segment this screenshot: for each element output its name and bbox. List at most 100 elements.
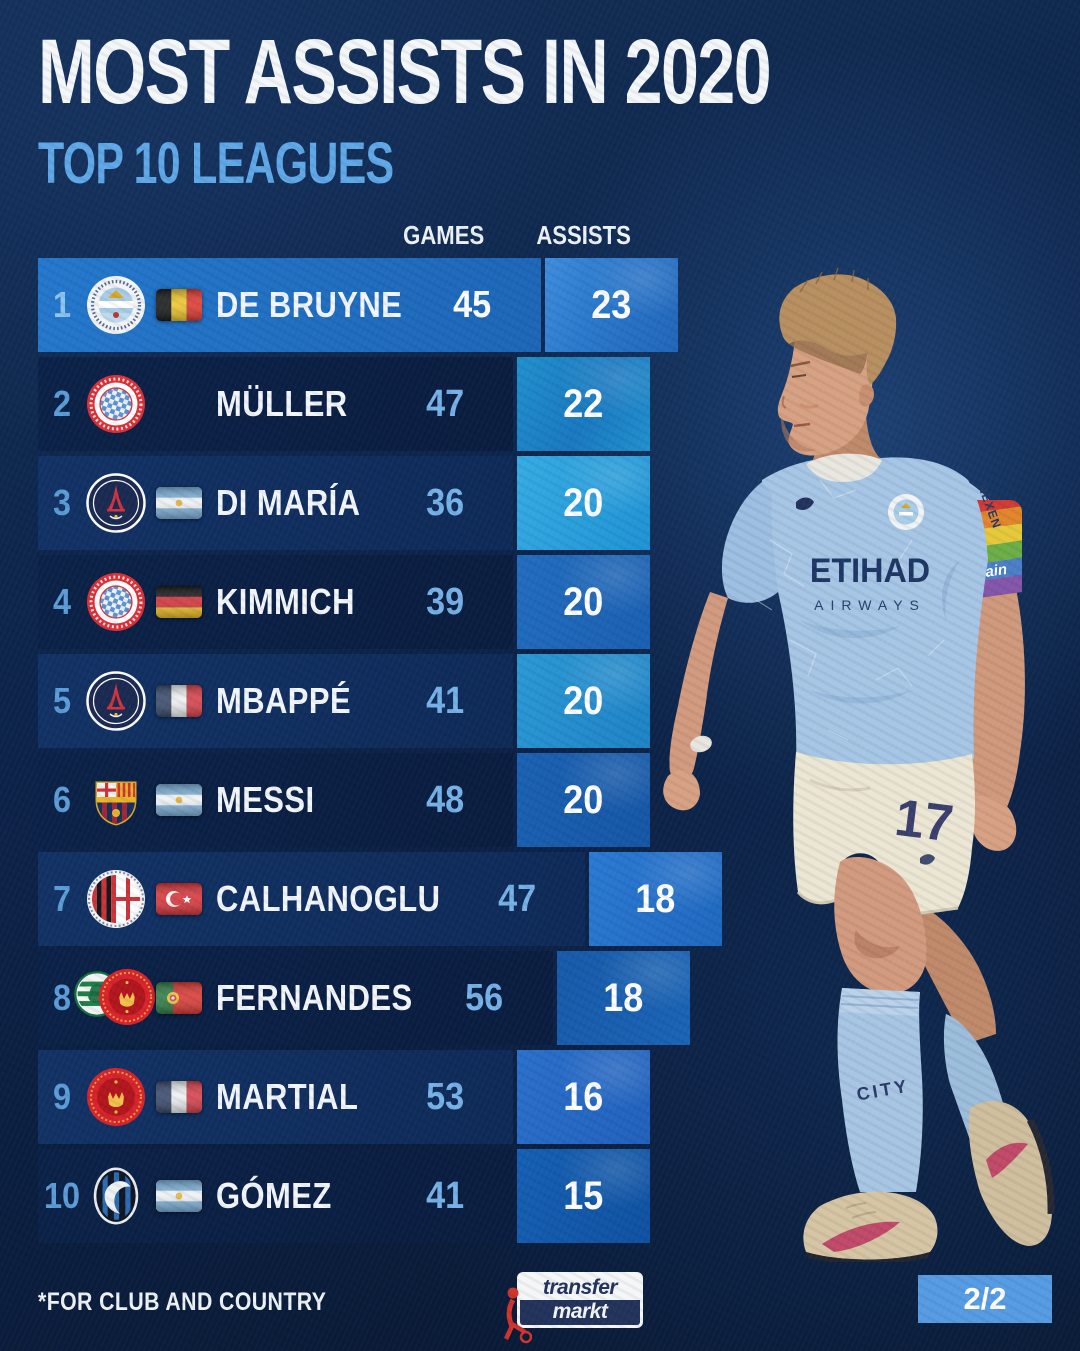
- rank-label: 10: [43, 1175, 81, 1216]
- column-header-assists: ASSISTS: [536, 220, 632, 250]
- shorts-number: 17: [892, 789, 956, 854]
- rank-label: 2: [52, 383, 72, 424]
- club-badge-psg-icon: [86, 654, 146, 748]
- logo-kicker-figure-icon: [503, 1287, 532, 1344]
- table-row: 5 MBAPPÉ 41 20: [38, 654, 650, 748]
- assists-cell: 18: [556, 951, 690, 1045]
- games-value: 56: [465, 976, 504, 1019]
- column-header-games: GAMES: [403, 220, 485, 250]
- player-name: DI MARÍA: [216, 482, 361, 523]
- flag-germany-icon: [156, 586, 202, 618]
- hair: [779, 274, 897, 385]
- assists-value: 15: [563, 1173, 604, 1218]
- ranking-table: 1 DE BRUYNE 45 23 2 MÜLLER 47 22 3: [38, 258, 722, 1248]
- club-badge-atalanta-icon: [86, 1149, 146, 1243]
- player-photo-de-bruyne: captain NEXEN: [620, 250, 1080, 1264]
- assists-cell: 18: [588, 852, 722, 946]
- player-name: CALHANOGLU: [216, 878, 441, 919]
- logo-bottom-text: markt: [520, 1300, 640, 1325]
- jersey-crackle-pattern: [755, 479, 945, 741]
- assists-value: 18: [602, 975, 644, 1020]
- jersey-sponsor-subtext: AIRWAYS: [814, 597, 926, 613]
- rank-label: 3: [52, 482, 72, 523]
- club-badge-ac-milan-icon: [86, 852, 146, 946]
- assists-value: 20: [563, 678, 604, 723]
- player-name: KIMMICH: [216, 581, 355, 622]
- back-boot: [968, 1101, 1052, 1246]
- table-row: 1 DE BRUYNE 45 23: [38, 258, 678, 352]
- club-badge-manchester-city-icon: [86, 258, 146, 352]
- games-value: 39: [425, 580, 465, 623]
- assists-value: 18: [635, 876, 676, 921]
- jersey-sponsor-text: ETIHAD: [810, 552, 930, 590]
- assists-value: 16: [563, 1074, 604, 1119]
- player-name: MARTIAL: [216, 1076, 359, 1117]
- rank-label: 8: [52, 977, 72, 1018]
- assists-value: 20: [563, 480, 604, 525]
- player-front-arm: [663, 592, 728, 811]
- games-value: 41: [425, 679, 465, 722]
- games-value: 47: [425, 382, 465, 425]
- front-sleeve: [721, 482, 778, 603]
- games-value: 47: [497, 877, 537, 920]
- rank-label: 4: [52, 581, 72, 622]
- page-indicator-badge: 2/2: [918, 1275, 1052, 1323]
- table-row: 10 GÓMEZ 41 15: [38, 1149, 650, 1243]
- footer-note: *FOR CLUB AND COUNTRY: [38, 1288, 327, 1316]
- collar: [806, 453, 882, 482]
- player-head: [777, 267, 897, 482]
- player-name: GÓMEZ: [216, 1175, 332, 1216]
- player-name: MÜLLER: [216, 383, 348, 424]
- transfermarkt-logo: transfer markt: [517, 1272, 643, 1328]
- player-name: FERNANDES: [216, 977, 413, 1018]
- flag-argentina-icon: [156, 487, 202, 519]
- flag-argentina-icon: [156, 784, 202, 816]
- club-badge-barcelona-icon: [86, 753, 146, 847]
- assists-cell: 23: [544, 258, 678, 352]
- player-name: MESSI: [216, 779, 315, 820]
- table-row: 9 MARTIAL 53 16: [38, 1050, 650, 1144]
- table-row: 7 CALHANOGLU 47 18: [38, 852, 722, 946]
- flag-france-icon: [156, 1081, 202, 1113]
- assists-cell: 22: [517, 357, 650, 451]
- rank-label: 1: [52, 284, 72, 325]
- eye: [791, 374, 807, 378]
- assists-cell: 16: [517, 1050, 650, 1144]
- games-value: 45: [453, 283, 492, 326]
- player-name: DE BRUYNE: [216, 284, 403, 325]
- rank-label: 6: [52, 779, 72, 820]
- flag-france-icon: [156, 685, 202, 717]
- player-jersey: ETIHAD AIRWAYS: [721, 456, 988, 773]
- flag-portugal-icon: [156, 982, 202, 1014]
- assists-cell: 20: [517, 555, 650, 649]
- flag-belgium-icon: [156, 289, 202, 321]
- club-badge-manchester-united-icon: [86, 1050, 146, 1144]
- assists-value: 20: [563, 777, 604, 822]
- table-row: 6 MESSI 48 20: [38, 753, 650, 847]
- page-subtitle: TOP 10 LEAGUES: [38, 131, 394, 196]
- assists-value: 23: [591, 282, 632, 327]
- club-badge-bayern-munich-icon: [86, 357, 146, 451]
- page-title: MOST ASSISTS IN 2020: [38, 21, 772, 123]
- assists-value: 20: [563, 579, 604, 624]
- ear: [859, 384, 874, 407]
- player-shorts: 17: [793, 752, 975, 918]
- flag-turkey-icon: [156, 883, 202, 915]
- games-value: 53: [425, 1075, 465, 1118]
- mouth: [793, 422, 811, 428]
- rank-label: 7: [52, 878, 72, 919]
- assists-cell: 20: [517, 654, 650, 748]
- club-badge-manchester-united-icon: [98, 968, 156, 1026]
- player-back-leg: [911, 900, 1055, 1246]
- nose: [781, 395, 787, 409]
- rank-label: 5: [52, 680, 72, 721]
- assists-value: 22: [563, 381, 604, 426]
- table-row: 4 KIMMICH 39 20: [38, 555, 650, 649]
- club-badge-bayern-munich-icon: [86, 555, 146, 649]
- player-name: MBAPPÉ: [216, 680, 352, 721]
- puma-logo: [796, 497, 814, 510]
- games-value: 41: [425, 1174, 465, 1217]
- assists-cell: 20: [517, 456, 650, 550]
- rank-label: 9: [52, 1076, 72, 1117]
